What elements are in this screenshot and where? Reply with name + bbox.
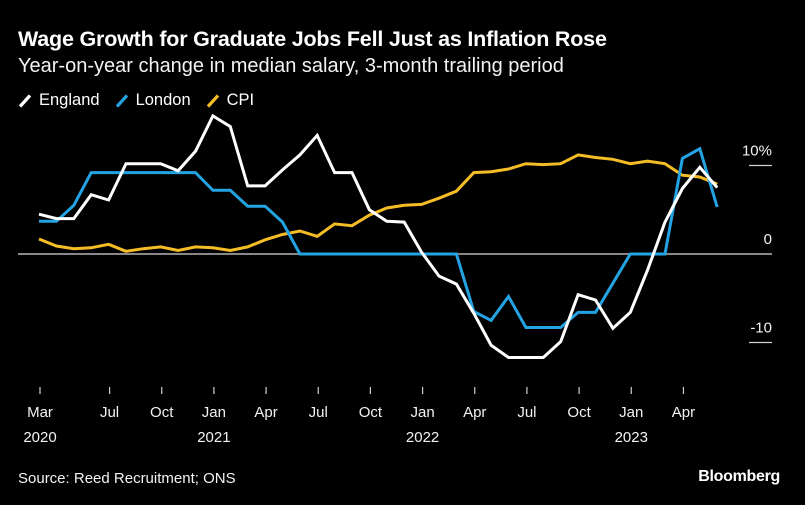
x-tick-label: Apr [463, 404, 486, 421]
legend-item-london: London [115, 91, 191, 110]
legend-swatch-england [18, 93, 32, 108]
legend-label-london: London [135, 91, 191, 109]
chart-title: Wage Growth for Graduate Jobs Fell Just … [18, 27, 607, 51]
x-tick-label: Apr [672, 404, 695, 421]
series-line-england [38, 113, 719, 359]
legend: England London CPI [18, 91, 269, 110]
x-tick-label: Jul [517, 404, 536, 421]
x-axis: Mar 2020 Jul Oct Jan 2021 Apr Jul Oct Jan 2022 Apr J… [23, 387, 695, 446]
series-lines [38, 113, 719, 359]
legend-swatch-cpi [206, 93, 219, 108]
source-note: Source: Reed Recruitment; ONS [18, 470, 236, 487]
x-tick-label: Apr [254, 404, 277, 421]
legend-slash-icon [115, 93, 128, 108]
x-tick-year-label: 2021 [197, 429, 230, 446]
x-tick-label: Oct [567, 404, 591, 421]
series-line-london [39, 146, 719, 329]
legend-item-cpi: CPI [206, 91, 255, 110]
y-tick-label: 10% [742, 143, 772, 160]
bloomberg-logo: Bloomberg [698, 468, 780, 485]
legend-item-england: England [18, 91, 100, 110]
series-line-cpi [38, 153, 718, 253]
y-tick-label: 0 [764, 231, 772, 248]
legend-label-cpi: CPI [226, 91, 255, 109]
x-tick-label: Jan [202, 404, 226, 421]
legend-slash-icon [206, 93, 219, 108]
legend-swatch-london [115, 93, 128, 108]
x-tick-year-label: 2023 [615, 429, 648, 446]
legend-slash-icon [18, 93, 32, 108]
legend-label-england: England [39, 91, 100, 109]
x-tick-label: Jan [619, 404, 643, 421]
x-tick-label: Jul [309, 404, 328, 421]
x-tick-label: Jul [100, 404, 119, 421]
x-tick-year-label: 2020 [23, 429, 56, 446]
x-tick-label: Jan [410, 404, 434, 421]
y-tick-label: -10 [750, 320, 772, 337]
x-tick-label: Mar [27, 404, 53, 421]
chart-subtitle: Year-on-year change in median salary, 3-… [18, 55, 564, 77]
x-tick-year-label: 2022 [406, 429, 439, 446]
x-tick-label: Oct [359, 404, 383, 421]
x-tick-label: Oct [150, 404, 174, 421]
